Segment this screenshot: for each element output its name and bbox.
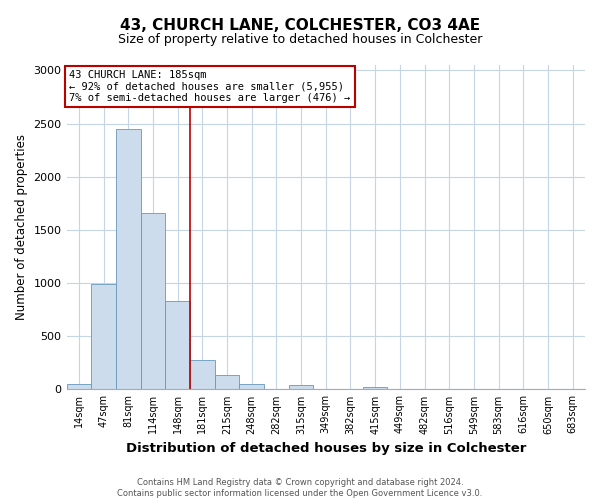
- Bar: [215, 375, 239, 390]
- Text: Contains HM Land Registry data © Crown copyright and database right 2024.
Contai: Contains HM Land Registry data © Crown c…: [118, 478, 482, 498]
- Bar: [140, 213, 165, 390]
- X-axis label: Distribution of detached houses by size in Colchester: Distribution of detached houses by size …: [125, 442, 526, 455]
- Bar: [91, 284, 116, 390]
- Bar: [289, 384, 313, 390]
- Text: Size of property relative to detached houses in Colchester: Size of property relative to detached ho…: [118, 32, 482, 46]
- Bar: [116, 129, 140, 390]
- Bar: [363, 388, 388, 390]
- Bar: [239, 384, 264, 390]
- Bar: [67, 384, 91, 390]
- Text: 43, CHURCH LANE, COLCHESTER, CO3 4AE: 43, CHURCH LANE, COLCHESTER, CO3 4AE: [120, 18, 480, 32]
- Bar: [165, 301, 190, 390]
- Y-axis label: Number of detached properties: Number of detached properties: [15, 134, 28, 320]
- Bar: [190, 360, 215, 390]
- Text: 43 CHURCH LANE: 185sqm
← 92% of detached houses are smaller (5,955)
7% of semi-d: 43 CHURCH LANE: 185sqm ← 92% of detached…: [69, 70, 350, 103]
